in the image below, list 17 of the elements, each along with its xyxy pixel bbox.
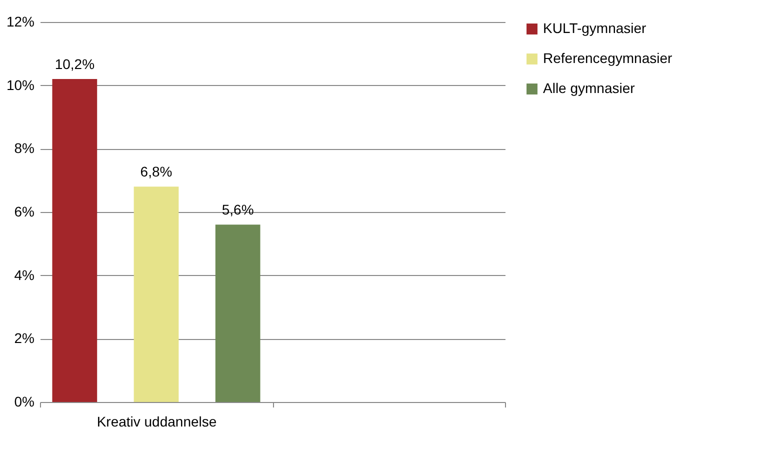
data-label: 5,6%: [222, 202, 254, 218]
bar: [134, 186, 179, 402]
y-tick-label: 0%: [14, 394, 34, 410]
y-tick-label: 12%: [6, 14, 34, 30]
y-tick-label: 4%: [14, 266, 34, 283]
legend-label: KULT-gymnasier: [543, 20, 647, 36]
bar: [215, 224, 260, 402]
data-label: 10,2%: [54, 56, 95, 72]
y-tick-label: 2%: [14, 330, 34, 346]
y-tick-label: 6%: [14, 204, 34, 220]
legend-label: Alle gymnasier: [543, 80, 636, 96]
legend-label: Referencegymnasier: [543, 50, 673, 66]
y-tick-label: 10%: [6, 76, 34, 93]
y-tick-label: 8%: [14, 140, 34, 156]
bar: [52, 79, 98, 402]
x-tick-label: Kreativ uddannelse: [96, 414, 217, 430]
data-label: 6,8%: [140, 164, 172, 180]
